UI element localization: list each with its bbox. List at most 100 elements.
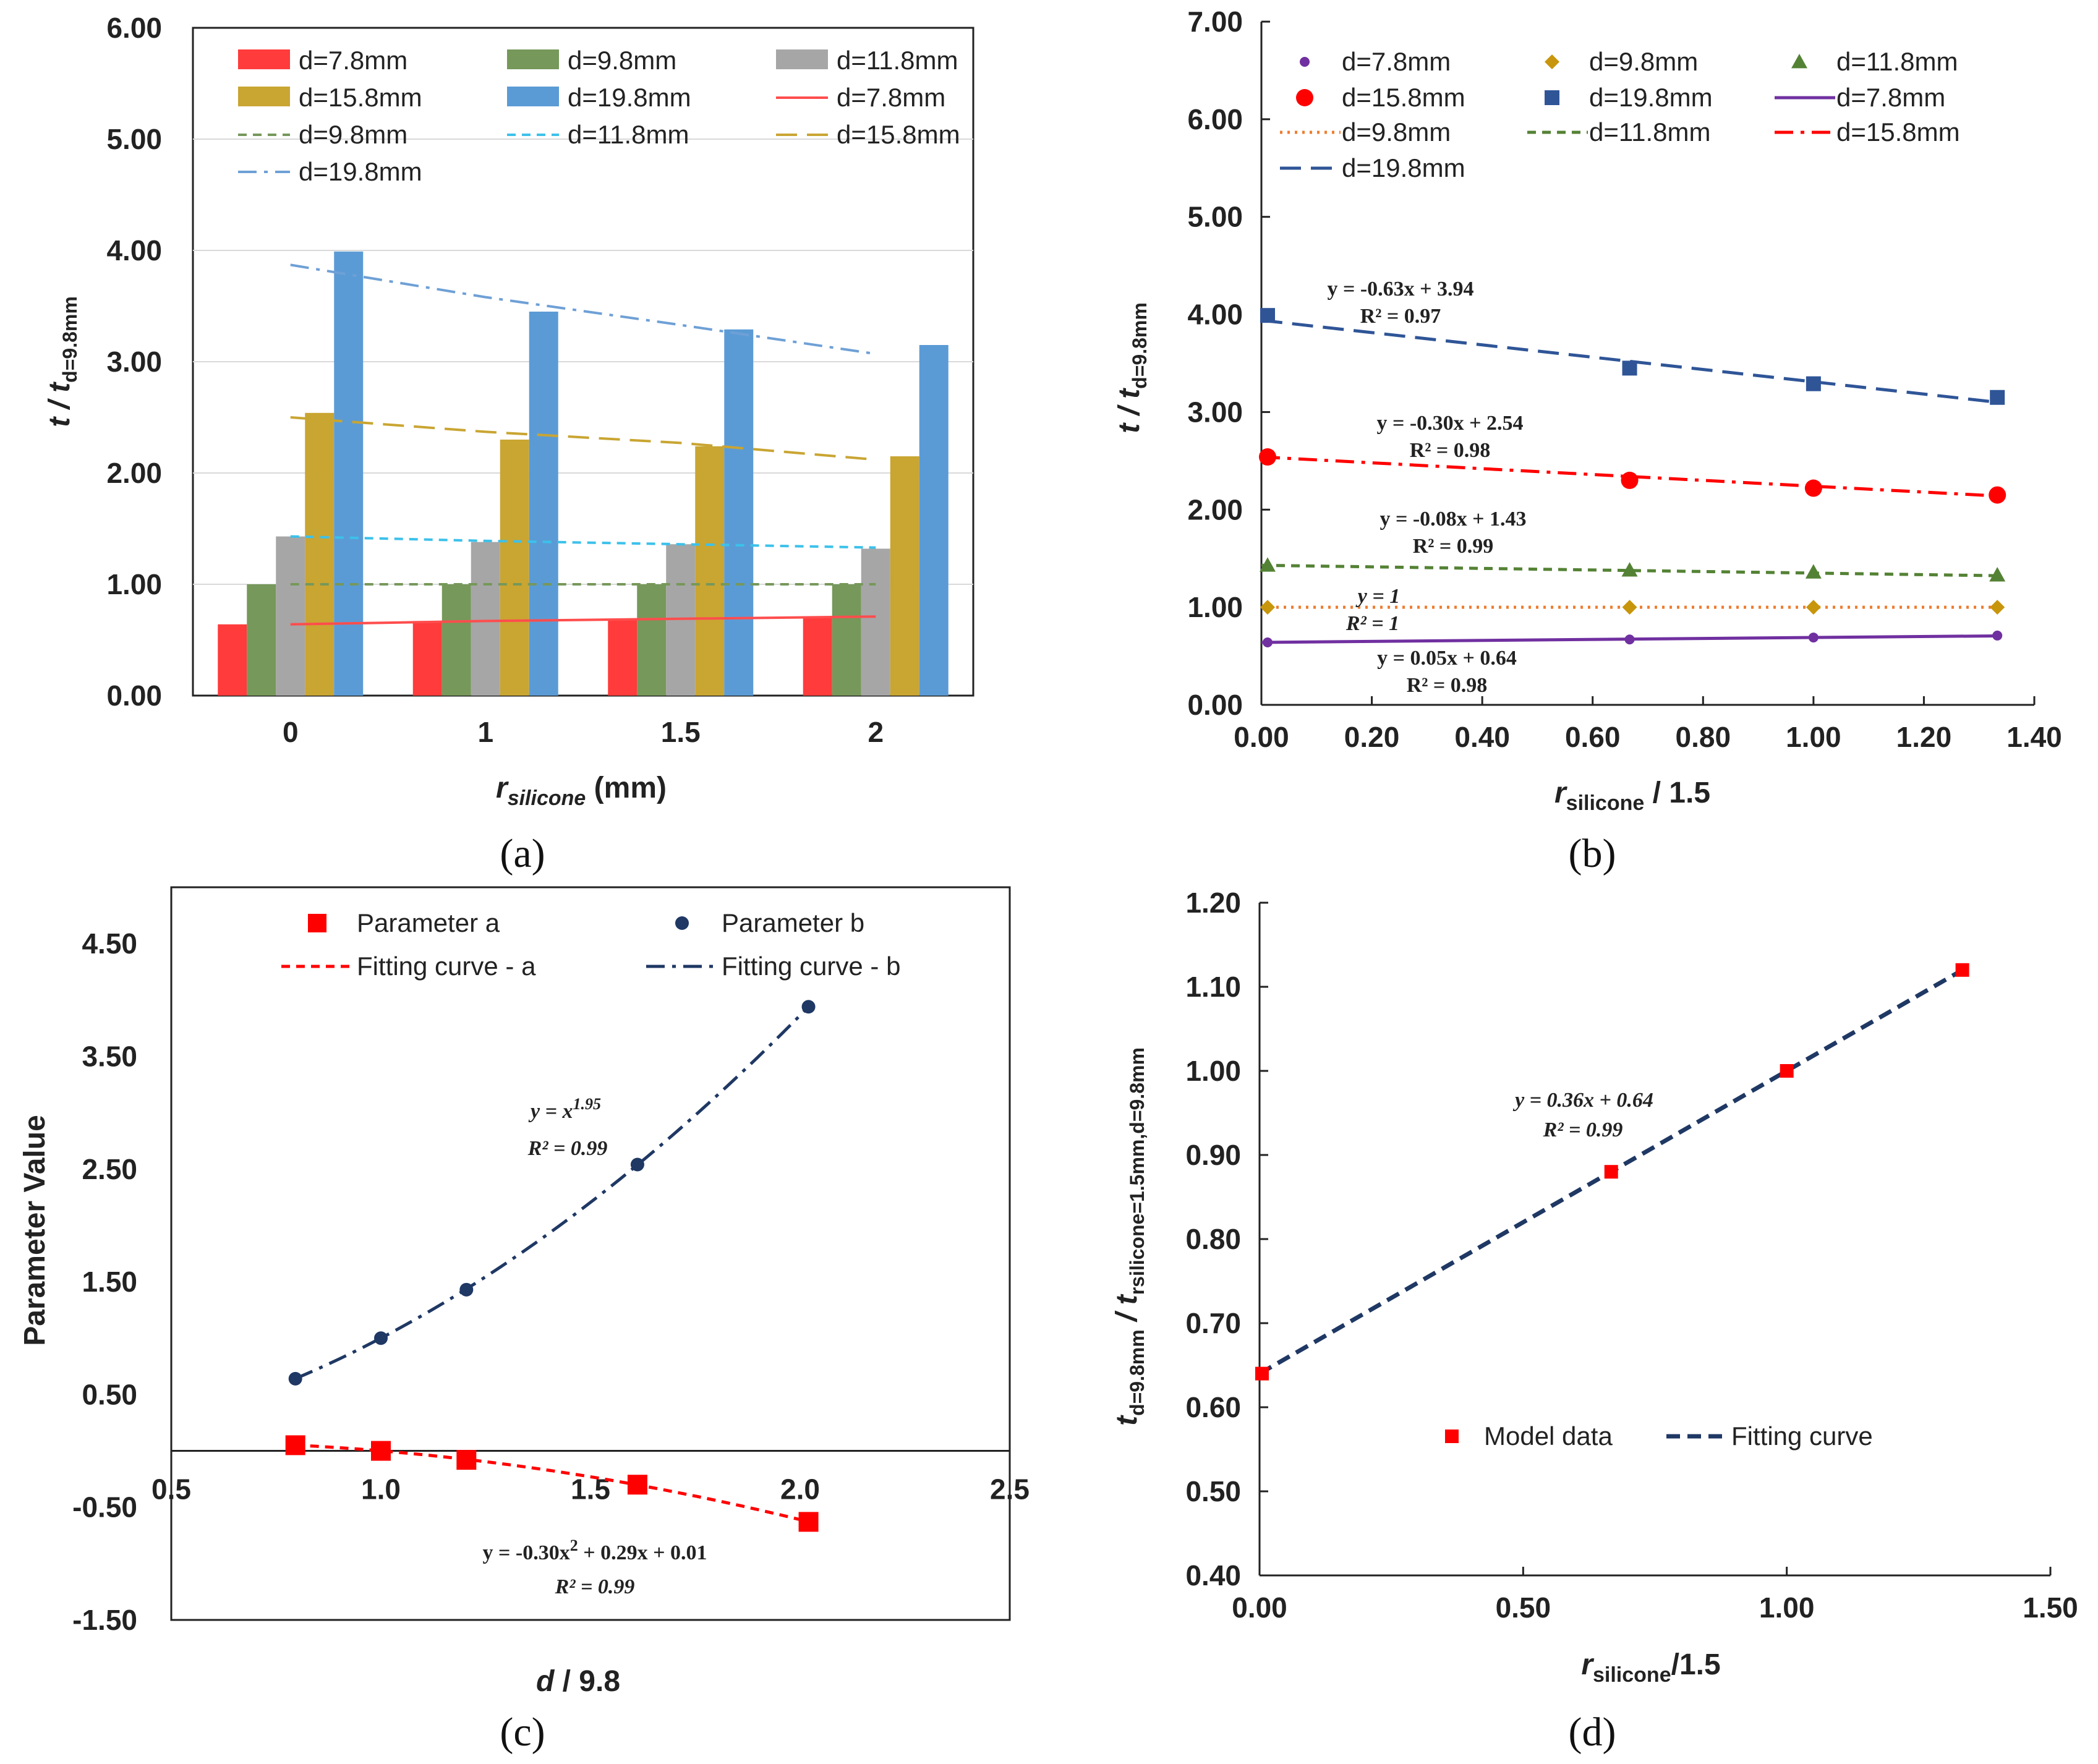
panel-d-y-tick-label: 0.50 xyxy=(1185,1475,1241,1507)
panel-b-equation: y = -0.08x + 1.43 xyxy=(1379,508,1526,530)
panel-b-equation: y = 1 xyxy=(1355,585,1400,608)
panel-d-y-tick-label: 0.90 xyxy=(1185,1139,1241,1171)
panel-a-y-axis-label: t / td=9.8mm xyxy=(43,296,81,427)
panel-c-data-point xyxy=(371,1441,391,1461)
panel-b-data-point xyxy=(1259,448,1276,466)
panel-b-legend-marker xyxy=(1300,57,1310,67)
panel-c-x-tick-label: 2.5 xyxy=(990,1473,1030,1506)
panel-c-y-axis-label: Parameter Value xyxy=(19,1115,51,1346)
panel-d-x-tick-label: 1.50 xyxy=(2023,1591,2078,1624)
panel-b-x-tick-label: 0.20 xyxy=(1344,721,1400,753)
panel-a-bar xyxy=(500,440,529,696)
panel-a-bar xyxy=(276,536,305,696)
panel-a-bar xyxy=(334,251,364,696)
panel-b-y-tick-label: 0.00 xyxy=(1187,689,1243,721)
panel-b-equation: y = 0.05x + 0.64 xyxy=(1377,647,1517,670)
panel-c-y-tick-label: 1.50 xyxy=(82,1266,137,1298)
panel-c-fit-curve xyxy=(295,1443,809,1523)
panel-c-legend-marker xyxy=(308,914,326,932)
panel-c-legend-label: Parameter a xyxy=(357,908,500,937)
panel-c-x-axis-label: d / 9.8 xyxy=(536,1665,620,1698)
panel-d-x-tick-label: 0.50 xyxy=(1496,1591,1551,1624)
panel-b-y-axis-label: t / td=9.8mm xyxy=(1113,302,1151,433)
panel-b-data-point xyxy=(1990,600,2005,615)
panel-a-legend-swatch xyxy=(507,87,559,106)
panel-a-legend-label: d=9.8mm xyxy=(568,46,676,75)
panel-b-legend-label: d=9.8mm xyxy=(1342,117,1451,147)
panel-b-data-point xyxy=(1804,479,1822,497)
panel-c-data-point xyxy=(627,1475,647,1495)
panel-b-data-point xyxy=(1808,633,1819,643)
panel-b-data-point xyxy=(1992,630,2003,641)
panel-b-data-point xyxy=(1806,376,1821,391)
panel-a-x-tick-label: 0 xyxy=(283,716,299,748)
panel-a-x-tick-label: 1 xyxy=(477,716,493,748)
panel-c-r-squared-b: R² = 0.99 xyxy=(527,1137,608,1160)
panel-b-fit-line xyxy=(1261,563,1998,577)
panel-d-y-tick-label: 1.00 xyxy=(1185,1055,1241,1087)
panel-d-y-tick-label: 0.70 xyxy=(1185,1307,1241,1339)
panel-b-data-point xyxy=(1622,360,1637,376)
panel-c-x-tick-label: 2.0 xyxy=(780,1473,820,1506)
panel-a-y-tick-label: 4.00 xyxy=(106,234,162,266)
panel-b-legend-label: d=7.8mm xyxy=(1342,47,1451,76)
panel-c-legend-label: Fitting curve - b xyxy=(722,952,900,981)
panel-b-legend-marker xyxy=(1791,54,1807,69)
panel-a-bar xyxy=(637,584,667,696)
panel-b-equation: y = -0.63x + 3.94 xyxy=(1327,278,1473,300)
panel-a-bar xyxy=(890,456,919,696)
panel-b-r-squared: R² = 0.98 xyxy=(1410,439,1491,462)
panel-c-y-tick-label: 3.50 xyxy=(82,1040,137,1072)
panel-c-data-point xyxy=(459,1282,474,1297)
panel-c-data-point xyxy=(798,1512,819,1532)
panel-b-data-point xyxy=(1621,471,1639,489)
panel-c-equation-b: y = x1.95 xyxy=(528,1095,601,1123)
panel-a-trendline xyxy=(290,535,876,549)
panel-b-data-point xyxy=(1621,562,1638,577)
panel-b-r-squared: R² = 0.99 xyxy=(1413,535,1494,558)
panel-a-y-tick-label: 0.00 xyxy=(106,680,162,712)
panel-c-y-tick-label: -0.50 xyxy=(72,1491,137,1523)
panel-a-legend-label: d=19.8mm xyxy=(299,157,422,186)
panel-a-legend-swatch xyxy=(238,49,290,69)
panel-d-y-tick-label: 1.20 xyxy=(1185,887,1241,919)
panel-c-frame xyxy=(170,886,1011,1621)
panel-a-y-tick-label: 2.00 xyxy=(106,457,162,489)
panel-c-legend-label: Parameter b xyxy=(722,908,864,937)
panel-b-r-squared: R² = 1 xyxy=(1345,612,1399,635)
panel-b-x-tick-label: 1.00 xyxy=(1786,721,1841,753)
panel-c-equation-a: y = -0.30x2 + 0.29x + 0.01 xyxy=(483,1536,707,1564)
panel-d-data-point xyxy=(1255,1366,1269,1381)
panel-d-x-tick-label: 0.00 xyxy=(1232,1591,1287,1624)
panel-b-fit-line xyxy=(1261,455,1998,498)
panel-a-x-tick-label: 2 xyxy=(868,716,884,748)
panel-a-legend-swatch xyxy=(776,49,828,69)
panel-a-bar xyxy=(803,616,832,696)
panel-c-data-point xyxy=(456,1450,477,1470)
panel-d-y-tick-label: 0.40 xyxy=(1185,1559,1241,1591)
panel-c-r-squared-a: R² = 0.99 xyxy=(555,1575,635,1598)
panel-b-y-tick-label: 6.00 xyxy=(1187,103,1243,135)
panel-a-legend-label: d=19.8mm xyxy=(568,83,691,112)
panel-b-equation: y = -0.30x + 2.54 xyxy=(1376,412,1523,435)
panel-b-data-point xyxy=(1260,557,1276,572)
panel-a-bar xyxy=(529,312,558,696)
panel-a-legend-swatch xyxy=(507,49,559,69)
panel-d-data-point xyxy=(1780,1064,1794,1078)
panel-b-chart: 0.00 1.00 2.00 3.00 4.00 5.00 6.00 7.00 0.00 0.2… xyxy=(1113,6,2062,876)
panel-a-bar xyxy=(861,548,890,696)
panel-b-legend-marker xyxy=(1296,89,1313,106)
panel-a-legend-label: d=15.8mm xyxy=(837,120,960,149)
panel-d-y-tick-label: 0.80 xyxy=(1185,1223,1241,1255)
panel-c-data-point xyxy=(288,1371,302,1386)
panel-d-y-axis-label: td=9.8mm / trsilicone=1.5mm,d=9.8mm xyxy=(1111,1047,1148,1426)
panel-c-data-point xyxy=(285,1435,305,1455)
panel-b-data-point xyxy=(1624,634,1635,645)
panel-b-r-squared: R² = 0.97 xyxy=(1360,305,1441,328)
panel-a-legend-label: d=7.8mm xyxy=(299,46,407,75)
panel-a-bar xyxy=(695,446,725,696)
panel-b-y-tick-label: 3.00 xyxy=(1187,396,1243,428)
panel-b-r-squared: R² = 0.98 xyxy=(1407,674,1488,697)
panel-d-x-axis-label: rsilicone/1.5 xyxy=(1581,1648,1720,1687)
